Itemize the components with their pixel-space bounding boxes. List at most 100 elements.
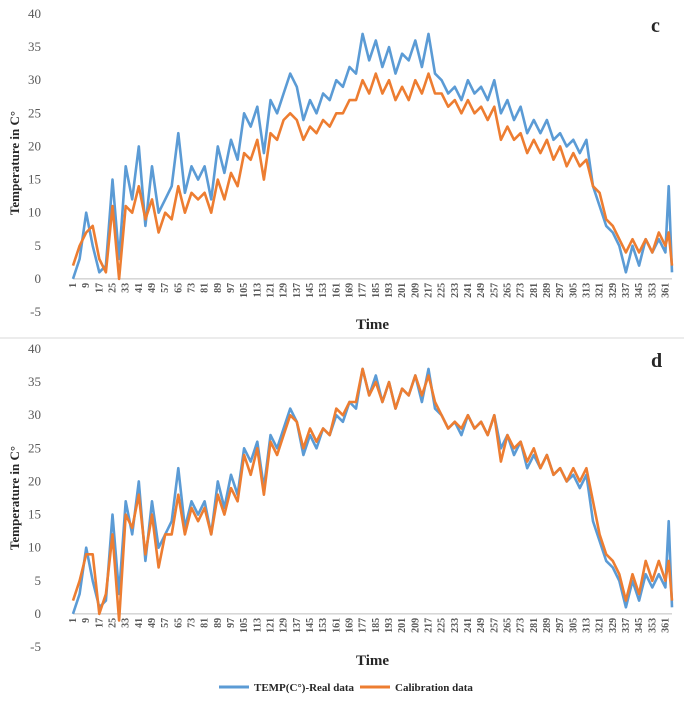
x-tick-label: 57 [160, 618, 171, 628]
x-tick-label: 193 [384, 283, 395, 298]
x-tick-label: 33 [121, 283, 132, 293]
y-tick-label: 35 [28, 374, 41, 389]
x-tick-label: 153 [318, 618, 329, 633]
x-tick-label: 73 [186, 283, 197, 293]
x-tick-label: 209 [410, 618, 421, 633]
x-tick-label: 233 [450, 283, 461, 298]
x-tick-label: 193 [384, 618, 395, 633]
x-tick-label: 337 [621, 618, 632, 633]
legend-label-calibration: Calibration data [395, 682, 473, 694]
y-tick-label: -5 [30, 304, 41, 319]
y-tick-label: 40 [28, 341, 41, 356]
legend-item-calibration: Calibration data [360, 682, 473, 694]
x-tick-label: 225 [437, 618, 448, 633]
y-tick-label: 25 [28, 440, 41, 455]
x-tick-label: 353 [647, 618, 658, 633]
panel-label: c [651, 15, 660, 37]
x-tick-label: 49 [147, 283, 158, 293]
y-tick-label: 5 [35, 238, 42, 253]
x-tick-label: 161 [331, 618, 342, 633]
x-tick-label: 57 [160, 283, 171, 293]
x-tick-label: 177 [358, 283, 369, 298]
y-axis-title: Temperature in C° [7, 446, 22, 550]
x-tick-label: 97 [226, 618, 237, 628]
y-tick-label: 10 [28, 205, 41, 220]
x-tick-label: 81 [200, 283, 211, 293]
x-tick-label: 305 [568, 618, 579, 633]
x-tick-label: 153 [318, 283, 329, 298]
y-tick-label: -5 [30, 639, 41, 654]
y-tick-label: 0 [35, 606, 42, 621]
x-tick-label: 89 [213, 283, 224, 293]
x-tick-label: 329 [608, 283, 619, 298]
x-tick-label: 361 [660, 618, 671, 633]
x-tick-label: 97 [226, 283, 237, 293]
x-tick-label: 257 [489, 618, 500, 633]
x-tick-label: 289 [542, 283, 553, 298]
y-tick-label: 15 [28, 172, 41, 187]
x-tick-label: 361 [660, 283, 671, 298]
x-tick-label: 89 [213, 618, 224, 628]
x-tick-label: 17 [94, 618, 105, 628]
panel-label: d [651, 350, 662, 372]
series-line-real-data [71, 367, 674, 615]
x-tick-label: 289 [542, 618, 553, 633]
legend: TEMP(C°)-Real data Calibration data [219, 682, 473, 694]
x-tick-label: 161 [331, 283, 342, 298]
x-tick-label: 9 [81, 618, 92, 623]
series-line-calibration-data [71, 367, 674, 622]
x-tick-label: 137 [292, 283, 303, 298]
x-tick-label: 233 [450, 618, 461, 633]
x-tick-label: 1 [68, 283, 79, 288]
x-tick-label: 65 [173, 618, 184, 628]
x-tick-label: 169 [344, 283, 355, 298]
x-tick-label: 265 [502, 283, 513, 298]
y-tick-label: 5 [35, 573, 42, 588]
x-tick-label: 121 [265, 283, 276, 298]
x-tick-label: 297 [555, 618, 566, 633]
x-axis-title: Time [356, 653, 389, 669]
y-tick-label: 10 [28, 540, 41, 555]
x-tick-label: 217 [423, 283, 434, 298]
x-tick-label: 113 [252, 283, 263, 297]
x-tick-label: 345 [634, 283, 645, 298]
x-tick-label: 209 [410, 283, 421, 298]
x-tick-label: 353 [647, 283, 658, 298]
x-tick-label: 305 [568, 283, 579, 298]
y-tick-label: 0 [35, 271, 42, 286]
x-tick-label: 329 [608, 618, 619, 633]
x-tick-label: 1 [68, 618, 79, 623]
x-tick-label: 25 [107, 283, 118, 293]
x-tick-label: 225 [437, 283, 448, 298]
x-tick-label: 137 [292, 618, 303, 633]
x-tick-label: 169 [344, 618, 355, 633]
x-tick-label: 313 [581, 618, 592, 633]
x-tick-label: 33 [121, 618, 132, 628]
x-tick-label: 201 [397, 618, 408, 633]
x-tick-label: 105 [239, 618, 250, 633]
x-tick-label: 17 [94, 283, 105, 293]
y-tick-label: 15 [28, 507, 41, 522]
series-line-calibration-data [71, 72, 674, 281]
x-tick-label: 81 [200, 618, 211, 628]
y-axis-title: Temperature in C° [7, 111, 22, 215]
y-tick-label: 20 [28, 138, 41, 153]
x-tick-label: 185 [371, 618, 382, 633]
x-tick-label: 105 [239, 283, 250, 298]
y-tick-label: 20 [28, 473, 41, 488]
x-tick-label: 25 [107, 618, 118, 628]
x-tick-label: 281 [529, 283, 540, 298]
y-tick-label: 40 [28, 6, 41, 21]
x-tick-label: 337 [621, 283, 632, 298]
x-tick-label: 145 [305, 618, 316, 633]
x-tick-label: 49 [147, 618, 158, 628]
x-tick-label: 73 [186, 618, 197, 628]
x-tick-label: 321 [595, 283, 606, 298]
legend-label-real: TEMP(C°)-Real data [254, 682, 355, 694]
x-tick-label: 273 [516, 618, 527, 633]
y-tick-label: 30 [28, 407, 41, 422]
x-tick-label: 9 [81, 283, 92, 288]
x-tick-label: 129 [279, 618, 290, 633]
